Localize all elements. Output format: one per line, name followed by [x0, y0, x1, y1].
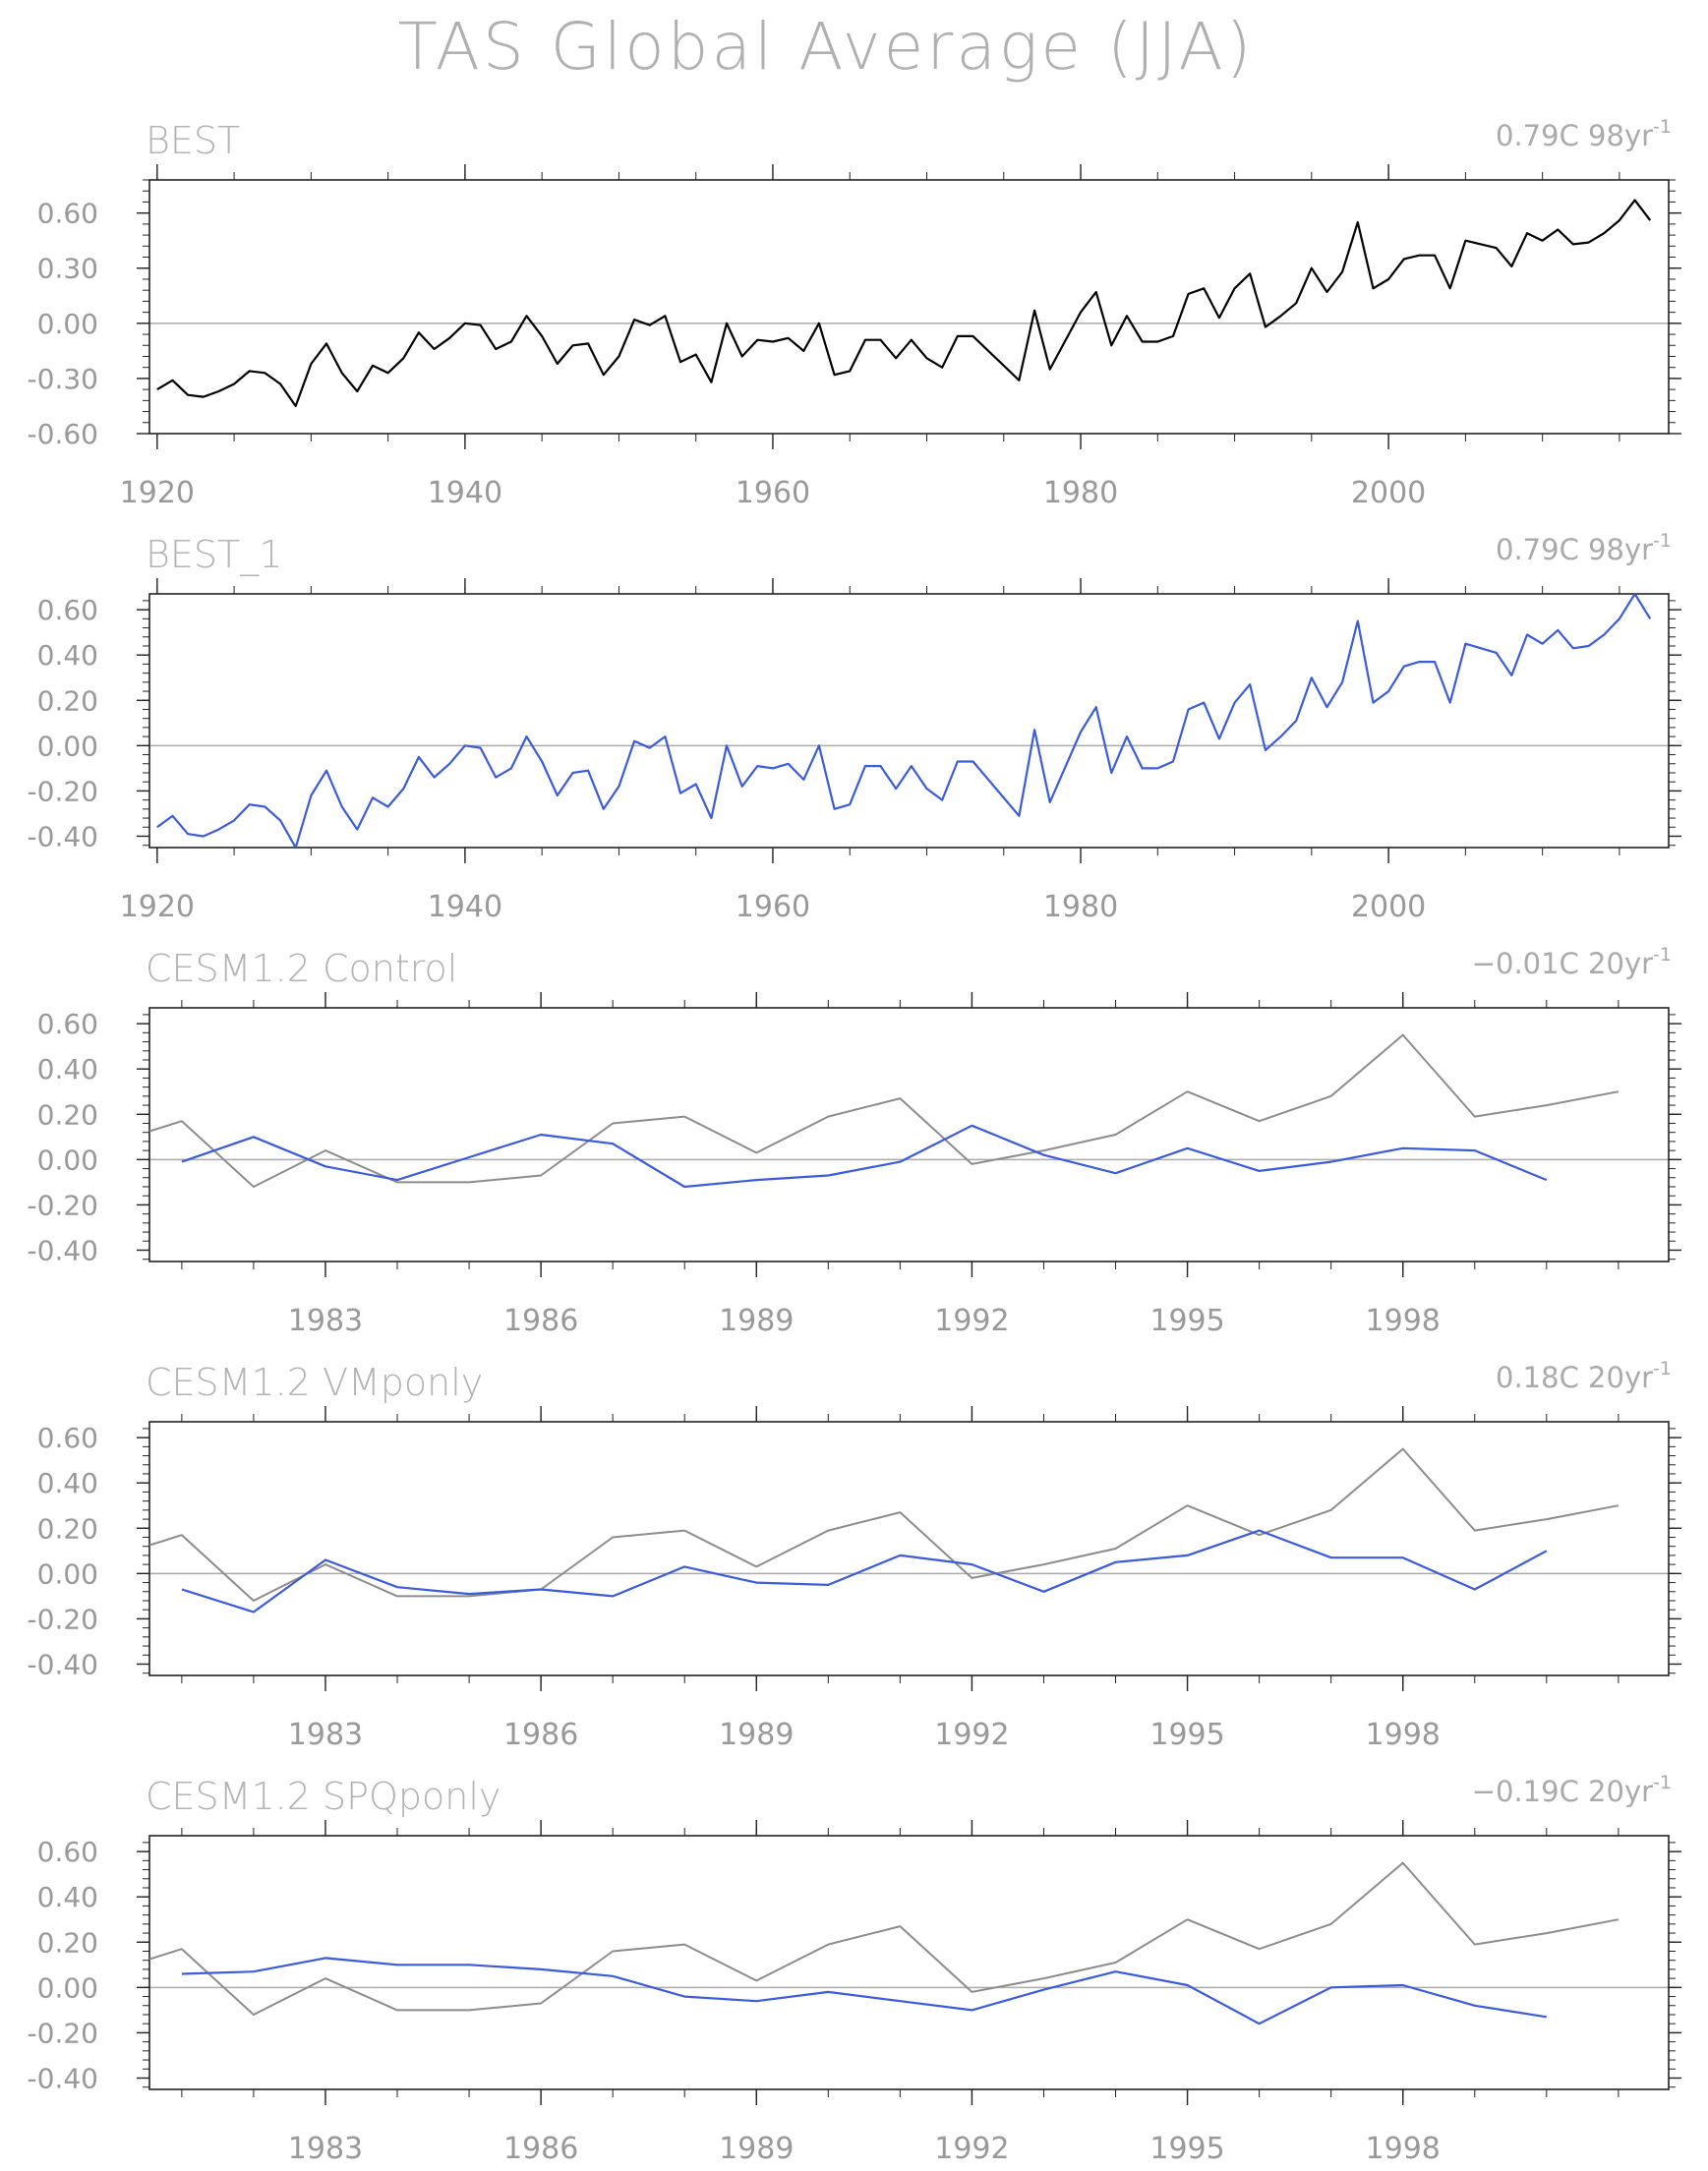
- x-tick-label: 1986: [503, 2132, 578, 2166]
- series-line-1: [156, 594, 1652, 848]
- x-tick-label: 1989: [719, 2132, 794, 2166]
- x-tick-label: 1980: [1043, 890, 1118, 924]
- trend-value: −0.01C 20yr: [1472, 947, 1653, 980]
- trend-label: 0.18C 20yr-1: [1496, 1358, 1672, 1394]
- panel-label: BEST: [146, 119, 240, 162]
- x-tick-label: 1983: [288, 1304, 363, 1338]
- trend-exponent: -1: [1653, 116, 1672, 138]
- x-tick-label: 1989: [719, 1718, 794, 1752]
- x-tick-label: 1983: [288, 1718, 363, 1752]
- x-tick-label: 1960: [736, 476, 810, 510]
- x-tick-label: 1986: [503, 1718, 578, 1752]
- panel-3: CESM1.2 Control −0.01C 20yr-1 -0.40 -0.20 0.…: [28, 944, 1681, 1338]
- y-tick-label: 0.00: [37, 308, 98, 340]
- series-line-2: [181, 1124, 1548, 1189]
- y-tick-label: -0.60: [28, 418, 98, 450]
- x-tick-label: 1986: [503, 1304, 578, 1338]
- series-line-1: [149, 1861, 1620, 2016]
- y-tick-label: -0.20: [28, 2017, 98, 2049]
- x-tick-label: 2000: [1351, 476, 1426, 510]
- x-tick-label: 1992: [934, 2132, 1009, 2166]
- plot-frame: [148, 1835, 1670, 2090]
- trend-value: 0.79C 98yr: [1496, 119, 1653, 152]
- plot-frame: [148, 1007, 1670, 1262]
- y-tick-label: 0.60: [37, 1422, 98, 1454]
- y-tick-label: -0.20: [28, 1189, 98, 1221]
- trend-label: 0.79C 98yr-1: [1496, 116, 1672, 152]
- x-tick-label: 1998: [1366, 2132, 1441, 2166]
- x-tick-label: 1998: [1366, 1718, 1441, 1752]
- plot-frame: [148, 179, 1670, 435]
- x-tick-label: 1995: [1149, 1304, 1224, 1338]
- y-tick-label: 0.20: [37, 1926, 98, 1959]
- figure-title: TAS Global Average (JJA): [398, 9, 1255, 85]
- trend-value: 0.18C 20yr: [1496, 1361, 1653, 1394]
- x-tick-label: 1995: [1149, 1718, 1224, 1752]
- panel-label: CESM1.2 Control: [146, 947, 457, 990]
- y-tick-label: 0.20: [37, 1098, 98, 1131]
- trend-value: 0.79C 98yr: [1496, 533, 1653, 566]
- series-line-1: [149, 1033, 1620, 1188]
- panel-1: BEST 0.79C 98yr-1 -0.60 -0.30 0.00 0.30 0.60 19…: [28, 116, 1681, 510]
- y-tick-label: 0.40: [37, 1053, 98, 1086]
- trend-label: 0.79C 98yr-1: [1496, 530, 1672, 566]
- x-tick-label: 1940: [428, 890, 502, 924]
- x-tick-label: 1992: [934, 1304, 1009, 1338]
- series-line-2: [181, 1957, 1547, 2025]
- panel-label: CESM1.2 VMponly: [146, 1361, 483, 1404]
- panel-label: CESM1.2 SPQponly: [146, 1775, 501, 1818]
- x-tick-label: 1920: [120, 890, 195, 924]
- y-tick-label: -0.40: [28, 2062, 98, 2094]
- panel-4: CESM1.2 VMponly 0.18C 20yr-1 -0.40 -0.20 0.0…: [28, 1358, 1681, 1752]
- trend-value: −0.19C 20yr: [1472, 1775, 1653, 1808]
- x-tick-label: 1960: [736, 890, 810, 924]
- series-line-1: [149, 1447, 1620, 1602]
- y-tick-label: -0.40: [28, 1234, 98, 1266]
- trend-label: −0.01C 20yr-1: [1472, 944, 1672, 980]
- trend-label: −0.19C 20yr-1: [1472, 1772, 1672, 1808]
- y-tick-label: 0.60: [37, 198, 98, 230]
- trend-exponent: -1: [1653, 1772, 1672, 1793]
- x-tick-label: 1940: [428, 476, 502, 510]
- panel-5: CESM1.2 SPQponly −0.19C 20yr-1 -0.40 -0.20 0…: [28, 1772, 1681, 2166]
- y-tick-label: 0.00: [37, 730, 98, 762]
- plot-frame: [148, 593, 1670, 849]
- y-tick-label: 0.20: [37, 684, 98, 717]
- panel-2: BEST_1 0.79C 98yr-1 -0.40 -0.20 0.00 0.20 0.40…: [28, 530, 1681, 924]
- x-tick-label: 1980: [1043, 476, 1118, 510]
- y-tick-label: 0.40: [37, 1881, 98, 1913]
- y-tick-label: 0.30: [37, 253, 98, 285]
- y-tick-label: -0.40: [28, 820, 98, 852]
- trend-exponent: -1: [1653, 944, 1672, 966]
- y-tick-label: -0.30: [28, 363, 98, 395]
- panel-label: BEST_1: [146, 533, 282, 577]
- trend-exponent: -1: [1653, 1358, 1672, 1379]
- y-tick-label: 0.40: [37, 1467, 98, 1499]
- plot-frame: [148, 1421, 1670, 1676]
- x-tick-label: 1989: [719, 1304, 794, 1338]
- x-tick-label: 1983: [288, 2132, 363, 2166]
- x-tick-label: 2000: [1351, 890, 1426, 924]
- y-tick-label: 0.00: [37, 1557, 98, 1590]
- y-tick-label: 0.40: [37, 639, 98, 672]
- y-tick-label: 0.00: [37, 1971, 98, 2004]
- trend-exponent: -1: [1653, 530, 1672, 552]
- x-tick-label: 1920: [120, 476, 195, 510]
- y-tick-label: -0.20: [28, 775, 98, 807]
- y-tick-label: 0.20: [37, 1512, 98, 1545]
- y-tick-label: 0.00: [37, 1144, 98, 1176]
- y-tick-label: 0.60: [37, 594, 98, 626]
- y-tick-label: -0.40: [28, 1648, 98, 1680]
- x-tick-label: 1992: [934, 1718, 1009, 1752]
- series-line-2: [181, 1529, 1548, 1614]
- series-line-1: [156, 199, 1652, 408]
- x-tick-label: 1998: [1366, 1304, 1441, 1338]
- y-tick-label: 0.60: [37, 1836, 98, 1868]
- y-tick-label: -0.20: [28, 1603, 98, 1635]
- y-tick-label: 0.60: [37, 1008, 98, 1040]
- x-tick-label: 1995: [1149, 2132, 1224, 2166]
